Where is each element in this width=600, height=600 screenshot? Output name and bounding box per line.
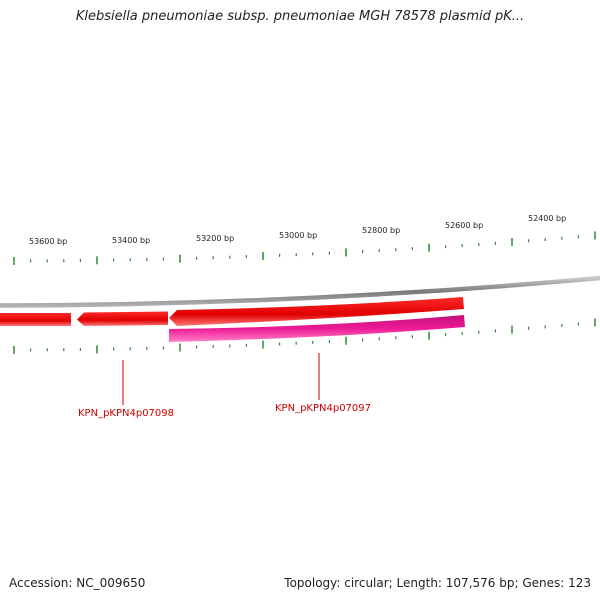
tick-label-53600: 53600 bp	[29, 237, 67, 246]
tick-label-52800: 52800 bp	[362, 226, 400, 235]
accession-text: Accession: NC_009650	[9, 576, 146, 590]
scale-ruler-inner	[13, 318, 596, 354]
gene-feature-KPN_pKPN4p07098[interactable]	[77, 311, 168, 327]
scale-tick-labels: 53600 bp 53400 bp 53200 bp 53000 bp 5280…	[29, 214, 566, 246]
tick-label-53000: 53000 bp	[279, 231, 317, 240]
map-title: Klebsiella pneumoniae subsp. pneumoniae …	[75, 9, 525, 24]
tick-label-53400: 53400 bp	[112, 236, 150, 245]
map-summary-text: Topology: circular; Length: 107,576 bp; …	[284, 576, 591, 590]
gene-label-KPN_pKPN4p07097[interactable]: KPN_pKPN4p07097	[275, 403, 371, 414]
tick-label-52400: 52400 bp	[528, 214, 566, 223]
tick-label-53200: 53200 bp	[196, 234, 234, 243]
gene-feature-red-long[interactable]	[169, 297, 464, 326]
gene-feature-left[interactable]	[0, 313, 71, 326]
gene-feature-KPN_pKPN4p07097[interactable]	[169, 315, 465, 342]
gene-label-KPN_pKPN4p07098[interactable]: KPN_pKPN4p07098	[78, 408, 174, 419]
plasmid-backbone	[0, 275, 600, 308]
scale-ruler-outer	[13, 231, 596, 265]
tick-label-52600: 52600 bp	[445, 221, 483, 230]
